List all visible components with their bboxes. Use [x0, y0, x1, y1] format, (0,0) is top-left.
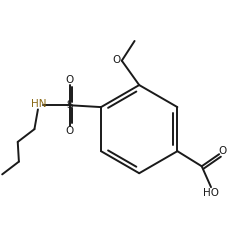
Text: O: O	[112, 55, 120, 65]
Text: HO: HO	[203, 188, 219, 198]
Text: O: O	[217, 146, 225, 156]
Text: HN: HN	[31, 99, 46, 109]
Text: O: O	[65, 126, 73, 136]
Text: S: S	[66, 100, 73, 110]
Text: O: O	[65, 75, 73, 85]
